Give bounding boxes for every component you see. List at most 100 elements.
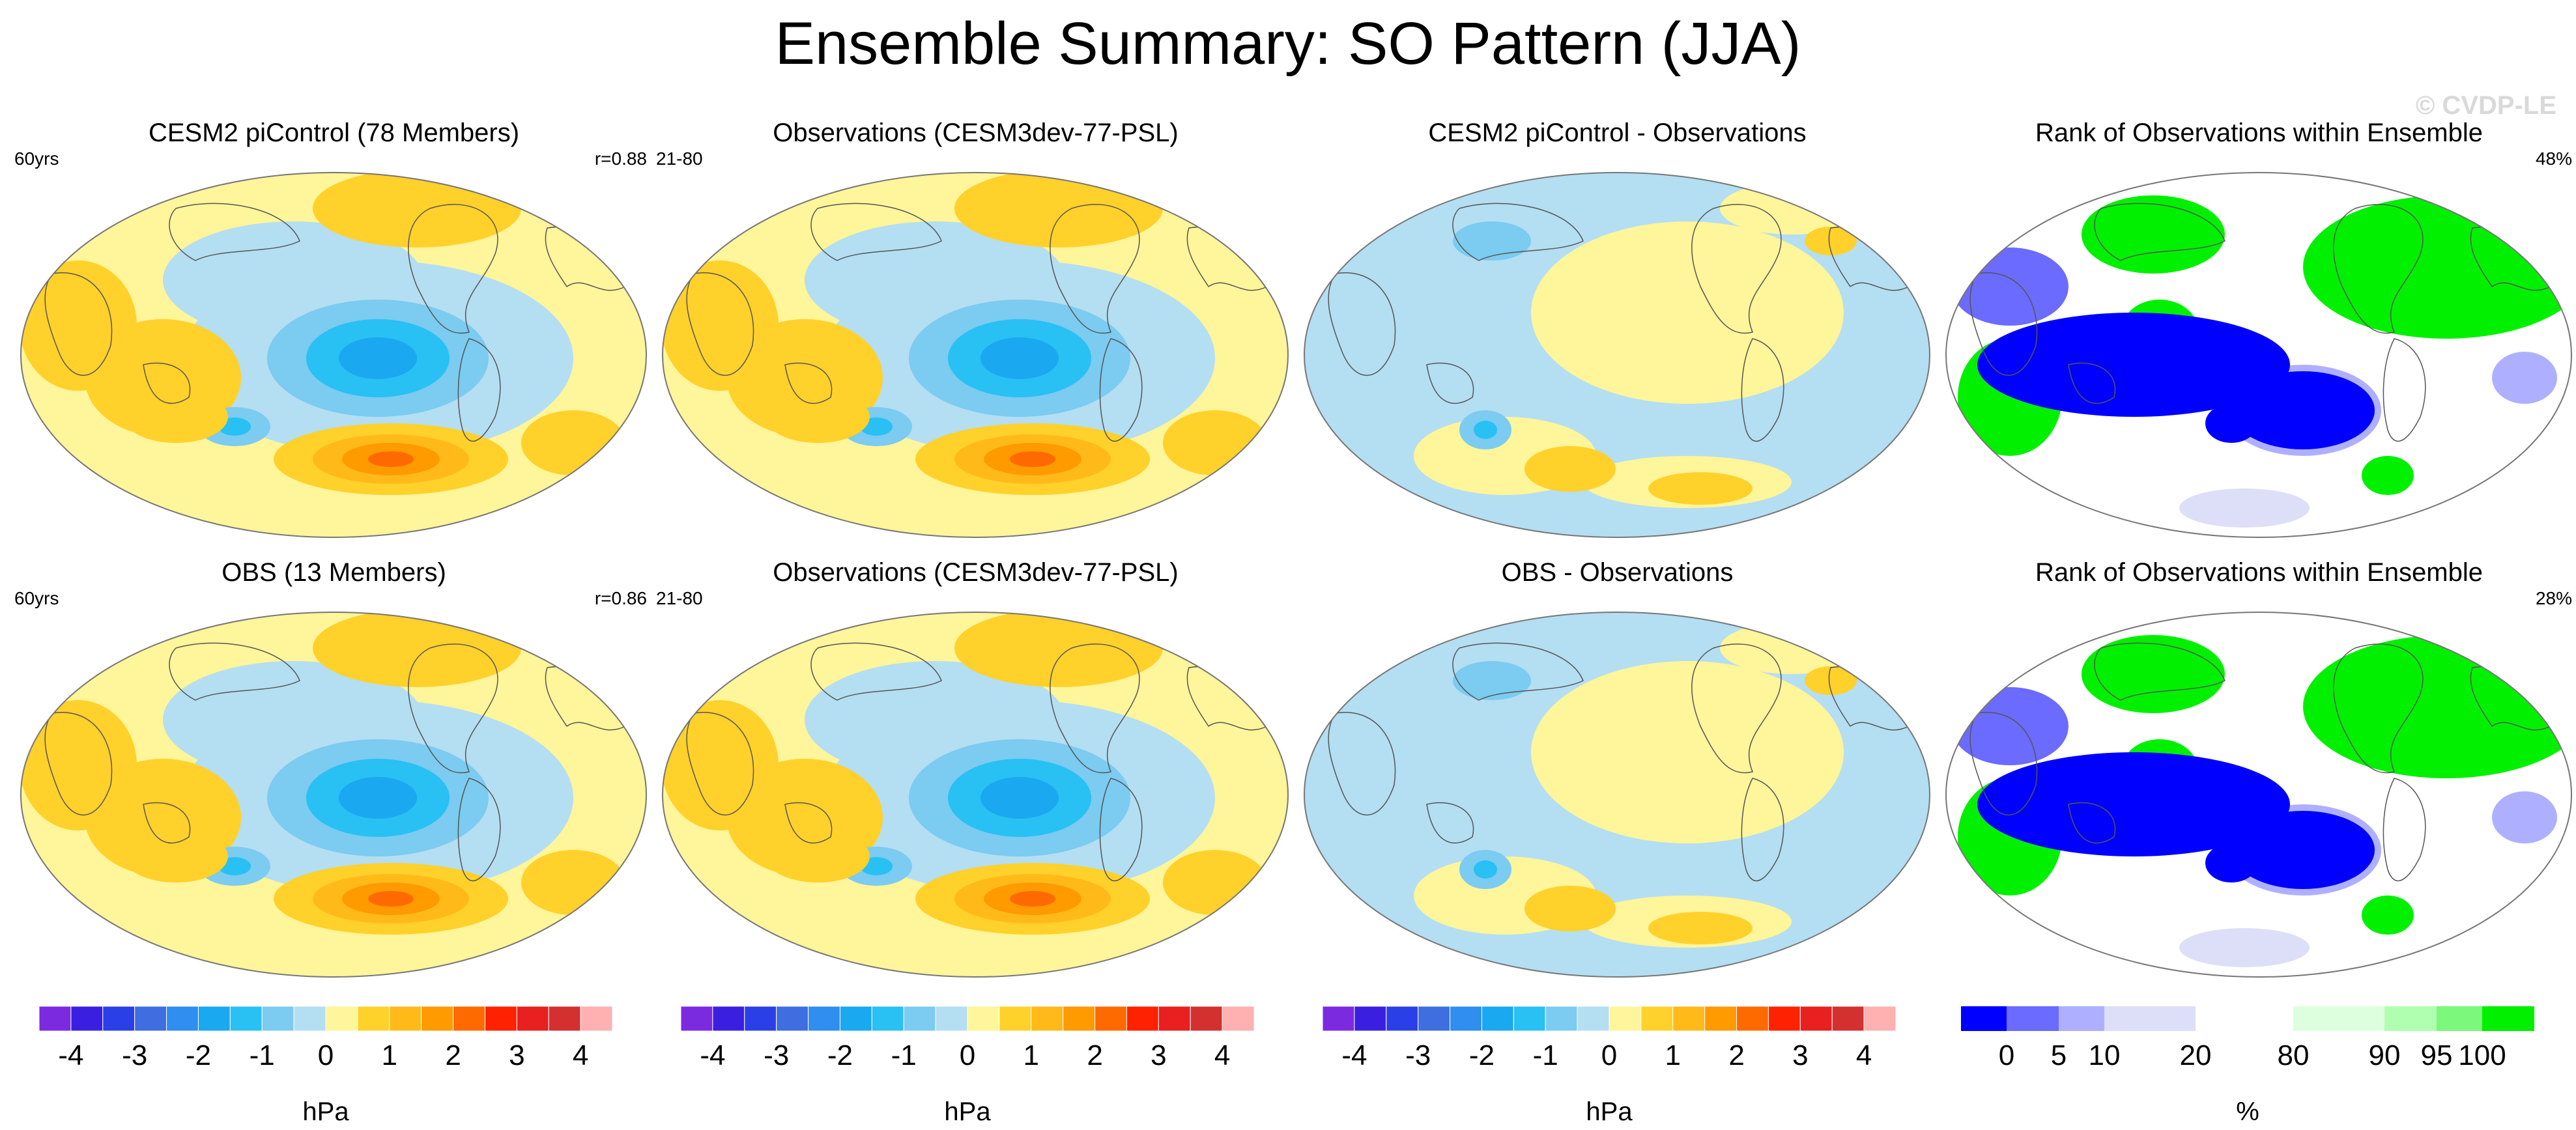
positive-region [368,891,414,907]
positive-region [1648,472,1753,505]
coastline [810,642,942,701]
coastline [1969,272,2038,376]
coastline [143,362,191,404]
map-panel-8: Rank of Observations within Ensemble 28% [1938,557,2576,987]
panel-right-note: r=0.86 [594,588,647,608]
colorbar-segment [999,1006,1032,1032]
colorbar-tick-label: 4 [1214,1039,1230,1071]
colorbar-segment [2104,1006,2196,1031]
coastline [1328,272,1396,376]
colorbar-segment [1481,1006,1514,1032]
colorbar-segment [1736,1006,1769,1032]
map-3 [1304,172,1930,538]
colorbar-segment [580,1006,612,1032]
coastline [408,204,498,334]
colorbar-tick-label: -4 [1341,1039,1367,1071]
colorbar-tick-label: -3 [1405,1039,1431,1071]
page-title: Ensemble Summary: SO Pattern (JJA) [775,10,1801,77]
low-rank-region [2179,488,2310,528]
panel-right-note: 28% [2535,588,2572,608]
coastline [1426,362,1474,404]
panel-right-note: r=0.88 [594,148,647,169]
map-panel-2: Observations (CESM3dev-77-PSL) 21-80 [655,117,1296,547]
colorbar-svg: 0 5 10 20 80 90 95 100 [1961,1006,2534,1071]
colorbar-tick-label: 95 [2421,1039,2453,1071]
coastline [810,203,942,261]
map-2 [662,172,1289,538]
colorbar-segment [776,1006,809,1032]
positive-region [1720,622,1863,674]
positive-region [1010,891,1055,907]
colorbar-segment [453,1006,485,1032]
positive-region [663,700,779,830]
colorbar-segment [2196,1006,2293,1031]
colorbar-segment [1450,1006,1482,1032]
coastline [1099,778,1143,882]
positive-region [1163,410,1267,475]
positive-region [1805,666,1857,695]
colorbar-segment [325,1006,358,1032]
coastline [1452,203,1584,261]
coastline [2068,802,2116,844]
colorbar-svg: -4 -3 -2 -1 0 1 2 3 4 [681,1006,1254,1071]
coastline [169,642,300,701]
coastline [1741,778,1784,882]
negative-region [980,337,1059,379]
positive-region [766,830,870,883]
positive-region [1720,182,1863,234]
coastline [1969,712,2038,816]
colorbar-segment [935,1006,968,1032]
colorbar-tick-label: 2 [1087,1039,1102,1071]
colorbar-segment [166,1006,199,1032]
positive-region [954,173,1163,247]
colorbar-tick-label: 2 [1728,1039,1744,1071]
colorbar-segment [102,1006,136,1032]
low-rank-region [2492,791,2557,843]
colorbar-tick-label: -1 [1533,1039,1558,1071]
map-border [20,172,647,538]
positive-region [313,612,521,687]
colorbar-segment [357,1006,390,1032]
colorbar-unit: % [2236,1097,2259,1126]
map-8 [1945,612,2572,978]
colorbar-segment [229,1006,263,1032]
panel-left-note: 60yrs [14,588,59,608]
colorbar-tick-label: 0 [960,1039,975,1071]
colorbar-segment [871,1006,904,1032]
coastline [2094,642,2225,701]
colorbar-segment [1063,1006,1096,1032]
negative-region [1453,661,1531,700]
panel-left-note: 21-80 [656,588,703,608]
colorbar-rank: 0 5 10 20 80 90 95 100 % [1961,1006,2534,1130]
colorbar-tick-label: 3 [509,1039,524,1071]
positive-region [1531,221,1844,404]
map-border [1304,172,1930,538]
coastline [1452,642,1584,701]
colorbar-tick-label: 5 [2051,1039,2067,1071]
coastline [169,203,300,261]
panel-title: Rank of Observations within Ensemble [2035,558,2483,587]
high-rank-region [2082,635,2225,713]
map-panel-7: OBS - Observations [1296,557,1938,987]
positive-region [954,612,1163,687]
colorbar-segment [1640,1006,1674,1032]
map-border [1945,172,2572,538]
colorbar-tick-label: 80 [2278,1039,2310,1071]
colorbar-segment [2059,1006,2104,1031]
colorbar-segment [1513,1006,1546,1032]
panel-left-note: 21-80 [656,148,703,169]
low-rank-region [2205,843,2257,883]
coastline [2068,362,2116,404]
map-panel-1: CESM2 piControl (78 Members) 60yrs r=0.88 [13,117,655,547]
map-1 [20,172,647,538]
colorbar-tick-label: 10 [2089,1039,2121,1071]
coastline [408,643,498,774]
coastline [686,272,754,376]
panel-title: CESM2 piControl (78 Members) [148,119,520,147]
colorbar-tick-label: -2 [186,1039,211,1071]
colorbar-segment [1158,1006,1191,1032]
colorbar-tick-label: 1 [382,1039,397,1071]
colorbar-segment [1418,1006,1451,1032]
colorbar-segment [548,1006,581,1032]
low-rank-region [1977,313,2290,417]
